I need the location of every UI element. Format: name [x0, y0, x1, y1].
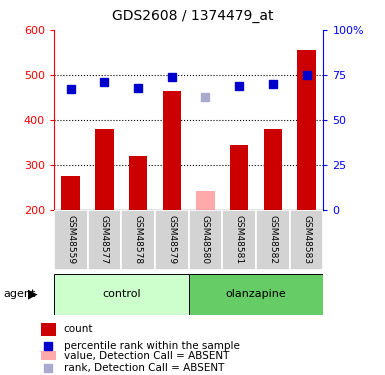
Text: GSM48559: GSM48559: [66, 215, 75, 264]
Text: GSM48581: GSM48581: [235, 215, 244, 264]
Bar: [54, 210, 88, 270]
Bar: [40, 351, 57, 360]
Bar: [88, 210, 121, 270]
Bar: [223, 210, 256, 270]
Bar: [230, 145, 248, 210]
Bar: [95, 129, 114, 210]
Text: olanzapine: olanzapine: [226, 290, 286, 299]
Bar: [290, 210, 323, 270]
Text: GSM48578: GSM48578: [134, 215, 142, 264]
Text: GSM48582: GSM48582: [268, 215, 277, 264]
Bar: [155, 210, 189, 270]
Text: GSM48579: GSM48579: [167, 215, 176, 264]
Bar: [129, 156, 147, 210]
Text: GDS2608 / 1374479_at: GDS2608 / 1374479_at: [112, 9, 273, 23]
Bar: [196, 191, 215, 210]
Text: GSM48580: GSM48580: [201, 215, 210, 264]
Text: GSM48583: GSM48583: [302, 215, 311, 264]
Text: percentile rank within the sample: percentile rank within the sample: [64, 341, 239, 351]
Bar: [256, 210, 290, 270]
Bar: [54, 274, 189, 315]
Text: value, Detection Call = ABSENT: value, Detection Call = ABSENT: [64, 351, 229, 361]
Text: agent: agent: [4, 290, 36, 299]
Text: GSM48577: GSM48577: [100, 215, 109, 264]
Bar: [297, 50, 316, 210]
Text: count: count: [64, 324, 93, 334]
Bar: [40, 323, 57, 336]
Text: ▶: ▶: [28, 288, 38, 301]
Text: control: control: [102, 290, 141, 299]
Text: rank, Detection Call = ABSENT: rank, Detection Call = ABSENT: [64, 363, 224, 373]
Bar: [189, 274, 323, 315]
Bar: [121, 210, 155, 270]
Bar: [162, 91, 181, 210]
Bar: [189, 210, 223, 270]
Bar: [62, 176, 80, 210]
Bar: [264, 129, 282, 210]
